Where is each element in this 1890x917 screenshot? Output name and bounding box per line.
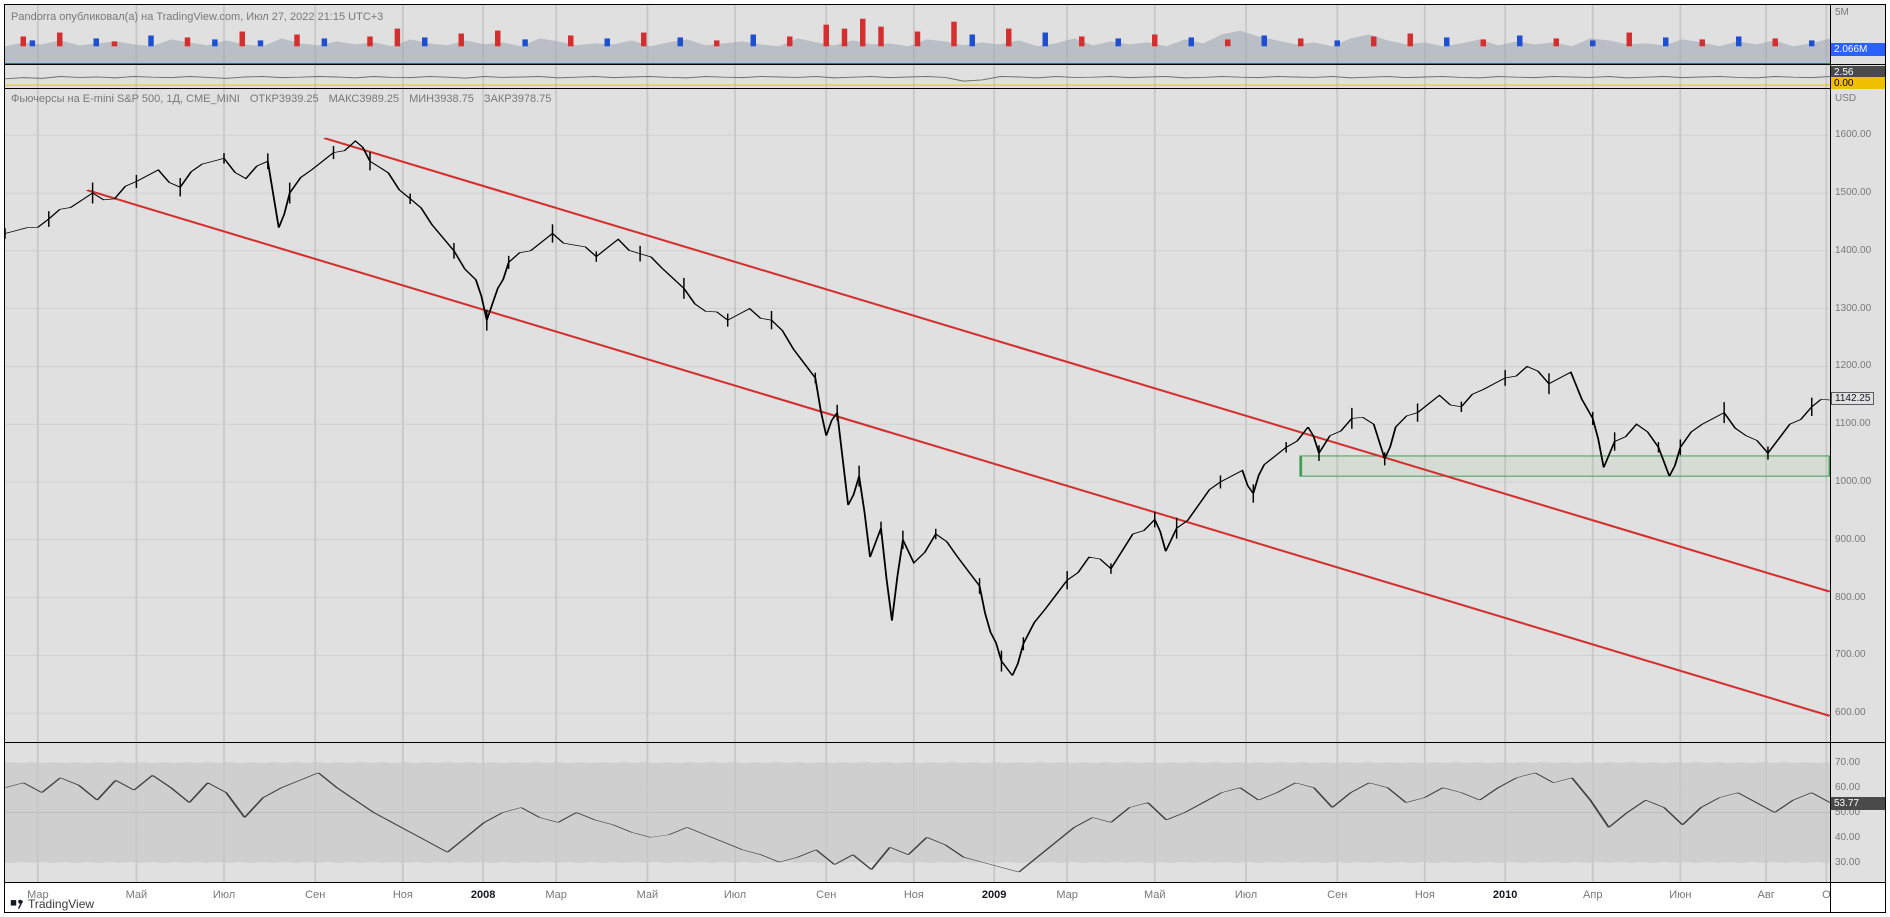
- time-tick: Ноя: [393, 889, 413, 901]
- time-tick: Июл: [724, 889, 746, 901]
- price-tick: 1000.00: [1835, 476, 1871, 487]
- time-tick: Мар: [1056, 889, 1078, 901]
- price-tick: 800.00: [1835, 592, 1866, 603]
- price-axis: USD 600.00 700.00 800.00 900.00 1000.00 1100.…: [1830, 89, 1885, 742]
- time-tick: Май: [1144, 889, 1166, 901]
- rsi-axis: 30.0040.0050.0060.0070.0053.77: [1830, 742, 1885, 882]
- currency-label: USD: [1835, 93, 1856, 104]
- open-label: ОТКР3939.25: [250, 93, 319, 105]
- time-tick: 2008: [471, 889, 495, 901]
- time-axis[interactable]: Мар Май Июл Сен Ноя 2008 Мар Май Июл Сен Ноя 2009 Ма…: [5, 882, 1830, 912]
- time-tick: Авг: [1758, 889, 1775, 901]
- time-tick: Сен: [305, 889, 325, 901]
- price-tick: 1400.00: [1835, 245, 1871, 256]
- time-axis-corner: [1830, 882, 1885, 912]
- price-tick: 1300.00: [1835, 303, 1871, 314]
- rsi-tick: 60.00: [1835, 782, 1860, 793]
- rsi-tick: 70.00: [1835, 757, 1860, 768]
- rsi-tick: 30.00: [1835, 857, 1860, 868]
- price-panel[interactable]: Фьючерсы на E-mini S&P 500, 1Д, CME_MINI…: [5, 89, 1830, 742]
- time-tick: Сен: [816, 889, 836, 901]
- time-tick: Сен: [1327, 889, 1347, 901]
- price-tick: 700.00: [1835, 649, 1866, 660]
- time-tick: Мар: [545, 889, 567, 901]
- time-tick: Июн: [1669, 889, 1691, 901]
- volume-axis: 5M 2.066M: [1830, 5, 1885, 65]
- time-tick: Июл: [213, 889, 235, 901]
- ohlc-legend: Фьючерсы на E-mini S&P 500, 1Д, CME_MINI…: [11, 89, 551, 105]
- time-tick: Июл: [1235, 889, 1257, 901]
- chart-frame: Pandorra опубликовал(а) на TradingView.c…: [4, 4, 1886, 913]
- volume-max-label: 5M: [1835, 7, 1849, 18]
- price-tick: 900.00: [1835, 534, 1866, 545]
- price-tick: 1500.00: [1835, 187, 1871, 198]
- price-tick: 600.00: [1835, 707, 1866, 718]
- time-tick: Май: [637, 889, 659, 901]
- tradingview-watermark: TradingView: [10, 897, 94, 911]
- last-price-badge: 1142.25: [1831, 392, 1874, 405]
- oscillator-panel[interactable]: [5, 65, 1830, 89]
- time-tick: Май: [126, 889, 148, 901]
- price-tick: 1100.00: [1835, 418, 1870, 429]
- low-label: МИН3938.75: [409, 93, 474, 105]
- price-tick: 1600.00: [1835, 129, 1871, 140]
- price-tick: 1200.00: [1835, 360, 1871, 371]
- close-label: ЗАКР3978.75: [484, 93, 552, 105]
- time-tick: Ноя: [1415, 889, 1435, 901]
- rsi-panel[interactable]: [5, 742, 1830, 882]
- high-label: МАКС3989.25: [329, 93, 400, 105]
- publish-header: Pandorra опубликовал(а) на TradingView.c…: [11, 11, 383, 23]
- time-tick: Апр: [1583, 889, 1602, 901]
- rsi-tick: 40.00: [1835, 832, 1860, 843]
- rsi-last-badge: 53.77: [1831, 797, 1885, 810]
- time-tick: 2009: [982, 889, 1006, 901]
- volume-badge: 2.066M: [1831, 43, 1885, 56]
- time-tick: 2010: [1493, 889, 1517, 901]
- symbol-label: Фьючерсы на E-mini S&P 500, 1Д, CME_MINI: [11, 93, 240, 105]
- tradingview-logo-icon: [10, 897, 24, 911]
- time-tick: Ноя: [904, 889, 924, 901]
- oscillator-axis: 2.56 0.00: [1830, 65, 1885, 89]
